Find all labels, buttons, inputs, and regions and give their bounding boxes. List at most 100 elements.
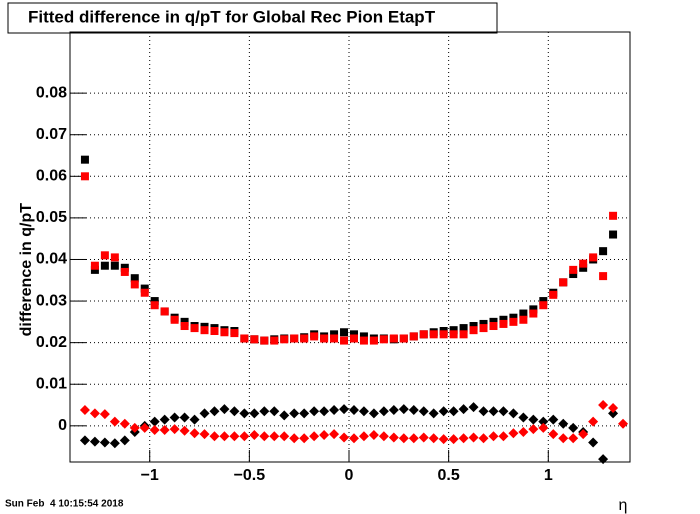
square-point (419, 330, 428, 339)
diamond-point (418, 432, 429, 443)
square-point (409, 332, 418, 341)
diamond-point (438, 406, 449, 417)
y-tick-label: 0.06 (36, 168, 67, 185)
diamond-point (119, 435, 130, 446)
diamond-point (149, 416, 160, 427)
diamond-point (189, 414, 200, 425)
square-point (589, 253, 598, 262)
square-point (569, 270, 578, 279)
square-point (489, 322, 498, 331)
diamond-point (478, 433, 489, 444)
diamond-point (548, 429, 559, 440)
diamond-point (119, 418, 130, 429)
square-point (310, 332, 319, 341)
diamond-point (99, 437, 110, 448)
diamond-point (89, 436, 100, 447)
diamond-point (299, 433, 310, 444)
diamond-point (448, 434, 459, 445)
diamond-point (289, 433, 300, 444)
square-point (260, 336, 269, 345)
diamond-point (259, 431, 270, 442)
square-point (110, 261, 119, 270)
square-point (509, 313, 518, 322)
square-point (569, 265, 578, 274)
diamond-point (578, 429, 589, 440)
square-point (469, 326, 478, 335)
square-point (150, 297, 159, 306)
square-point (349, 334, 358, 343)
diamond-point (259, 406, 270, 417)
square-point (559, 278, 568, 287)
diamond-point (219, 431, 230, 442)
diamond-point (518, 412, 529, 423)
diamond-point (568, 422, 579, 433)
square-point (100, 251, 109, 260)
square-point (330, 334, 339, 343)
diamond-point (339, 432, 350, 443)
y-tick-label: 0.01 (36, 375, 67, 392)
x-tick-label: 0 (345, 467, 354, 484)
diamond-point (339, 404, 350, 415)
diamond-point (199, 429, 210, 440)
square-point (80, 172, 89, 181)
diamond-point (309, 406, 320, 417)
diamond-point (618, 418, 629, 429)
square-point (160, 307, 169, 316)
square-point (379, 335, 388, 344)
square-point (330, 330, 339, 339)
square-point (90, 261, 99, 270)
square-point (230, 329, 239, 338)
square-point (359, 332, 368, 341)
diamond-point (548, 414, 559, 425)
diamond-point (79, 435, 90, 446)
diamond-point (508, 428, 519, 439)
square-point (340, 328, 349, 337)
y-tick-label: 0.08 (36, 84, 67, 101)
square-point (609, 211, 618, 220)
diamond-point (438, 434, 449, 445)
diamond-point (269, 406, 280, 417)
diamond-point (209, 431, 220, 442)
square-point (529, 309, 538, 318)
diamond-point (358, 406, 369, 417)
square-point (399, 334, 408, 343)
square-point (519, 315, 528, 324)
diamond-point (139, 422, 150, 433)
square-point (369, 336, 378, 345)
square-point (609, 230, 618, 239)
square-point (539, 297, 548, 306)
diamond-point (179, 412, 190, 423)
square-point (280, 335, 289, 344)
y-tick-label: 0.07 (36, 126, 67, 143)
diamond-point (598, 400, 609, 411)
x-tick-label: 1 (544, 467, 553, 484)
square-point (110, 253, 119, 262)
diamond-point (219, 404, 230, 415)
square-point (499, 319, 508, 328)
diamond-point (598, 454, 609, 465)
square-point (459, 324, 468, 333)
square-point (150, 301, 159, 310)
diamond-point (498, 406, 509, 417)
y-tick-label: 0.05 (36, 209, 67, 226)
square-point (100, 261, 109, 270)
diamond-point (368, 429, 379, 440)
diamond-point (239, 431, 250, 442)
diamond-point (229, 406, 240, 417)
diamond-point (428, 408, 439, 419)
diamond-point (189, 428, 200, 439)
square-point (549, 290, 558, 299)
x-axis-label: η (619, 497, 628, 514)
diamond-point (468, 402, 479, 413)
diamond-point (468, 432, 479, 443)
diamond-point (508, 408, 519, 419)
diamond-point (319, 429, 330, 440)
square-point (579, 259, 588, 268)
y-axis-label: difference in q/pT (18, 203, 35, 337)
diamond-point (179, 425, 190, 436)
diamond-point (279, 431, 290, 442)
diamond-point (358, 431, 369, 442)
diamond-point (329, 429, 340, 440)
diamond-point (209, 406, 220, 417)
x-tick-label: 0.5 (438, 467, 460, 484)
